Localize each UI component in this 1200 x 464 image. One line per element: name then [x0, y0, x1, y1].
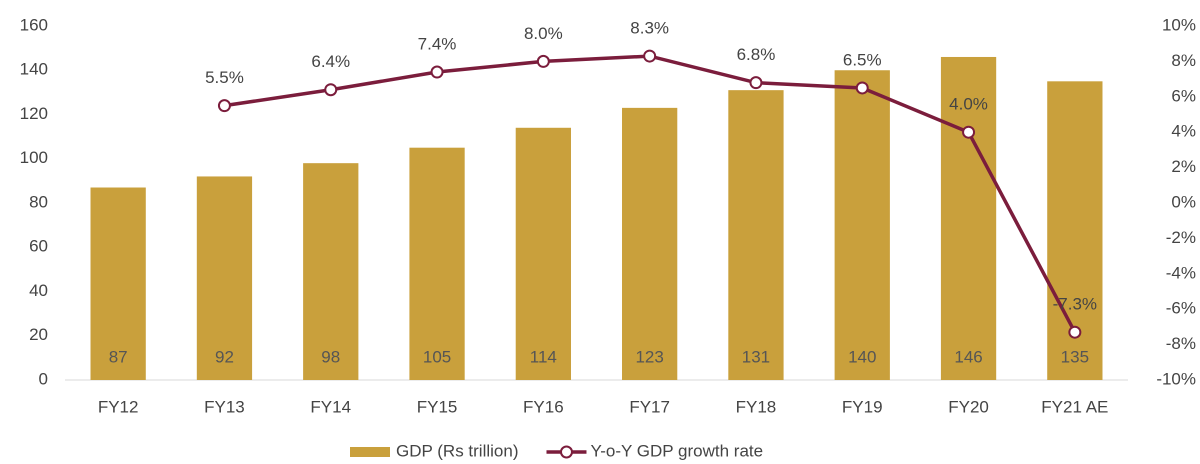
bar-label: 140: [848, 347, 876, 366]
y-tick-label: 140: [20, 60, 48, 79]
line-point: [1068, 325, 1082, 339]
y2-tick-label: -2%: [1166, 228, 1196, 247]
legend-swatch: [559, 445, 573, 459]
y2-tick-label: 10%: [1162, 15, 1196, 34]
line-point: [324, 83, 338, 97]
x-tick-label: FY17: [629, 397, 670, 416]
y2-tick-label: -8%: [1166, 334, 1196, 353]
line-point: [962, 125, 976, 139]
line-label: 6.5%: [843, 50, 882, 69]
line-point: [749, 76, 763, 90]
line-point: [430, 65, 444, 79]
bar: [409, 147, 465, 380]
y2-tick-label: -4%: [1166, 263, 1196, 282]
bar-label: 92: [215, 347, 234, 366]
bar-label: 105: [423, 347, 451, 366]
legend-label: GDP (Rs trillion): [396, 441, 518, 460]
bar: [196, 176, 253, 380]
y-tick-label: 160: [20, 15, 48, 34]
bar: [834, 70, 890, 380]
bar-label: 87: [109, 347, 128, 366]
bar: [622, 107, 678, 381]
y2-tick-label: 8%: [1171, 51, 1196, 70]
y2-tick-label: -6%: [1166, 299, 1196, 318]
bar-label: 114: [530, 347, 557, 366]
x-tick-label: FY13: [204, 397, 245, 416]
line-label: 5.5%: [205, 68, 244, 87]
legend-swatch: [350, 447, 390, 457]
bar: [515, 127, 571, 381]
x-tick-label: FY18: [736, 397, 777, 416]
line-point: [643, 49, 657, 63]
x-tick-label: FY20: [948, 397, 989, 416]
line-label: 7.4%: [418, 35, 457, 54]
y-tick-label: 80: [29, 192, 48, 211]
y2-tick-label: 6%: [1171, 86, 1196, 105]
y-tick-label: 120: [20, 104, 48, 123]
line-point: [217, 99, 231, 113]
y-tick-label: 20: [29, 325, 48, 344]
line-label: 8.0%: [524, 24, 563, 43]
y-tick-label: 100: [20, 148, 48, 167]
x-tick-label: FY14: [310, 397, 351, 416]
bar: [90, 187, 146, 380]
line-label: 8.3%: [630, 19, 669, 38]
x-tick-label: FY21 AE: [1041, 397, 1108, 416]
line-label: 6.4%: [311, 52, 350, 71]
y-tick-label: 40: [29, 281, 48, 300]
y-tick-label: 60: [29, 237, 48, 256]
bar: [303, 163, 359, 380]
y-tick-label: 0: [39, 369, 48, 388]
bar: [728, 90, 784, 380]
bar-label: 131: [742, 347, 770, 366]
x-tick-label: FY16: [523, 397, 564, 416]
x-tick-label: FY15: [417, 397, 458, 416]
y2-tick-label: 4%: [1171, 122, 1196, 141]
x-tick-label: FY19: [842, 397, 883, 416]
bar-label: 123: [635, 347, 663, 366]
y2-tick-label: 0%: [1171, 192, 1196, 211]
bar-label: 146: [954, 347, 982, 366]
line-point: [855, 81, 869, 95]
bar-label: 135: [1061, 347, 1089, 366]
bar-label: 98: [321, 347, 340, 366]
y2-tick-label: 2%: [1171, 157, 1196, 176]
line-label: 4.0%: [949, 95, 988, 114]
bar: [940, 56, 997, 380]
line-label: 6.8%: [737, 45, 776, 64]
line-label: -7.3%: [1053, 295, 1097, 314]
y2-tick-label: -10%: [1156, 369, 1196, 388]
legend-label: Y-o-Y GDP growth rate: [590, 441, 763, 460]
x-tick-label: FY12: [98, 397, 139, 416]
line-point: [536, 54, 550, 68]
